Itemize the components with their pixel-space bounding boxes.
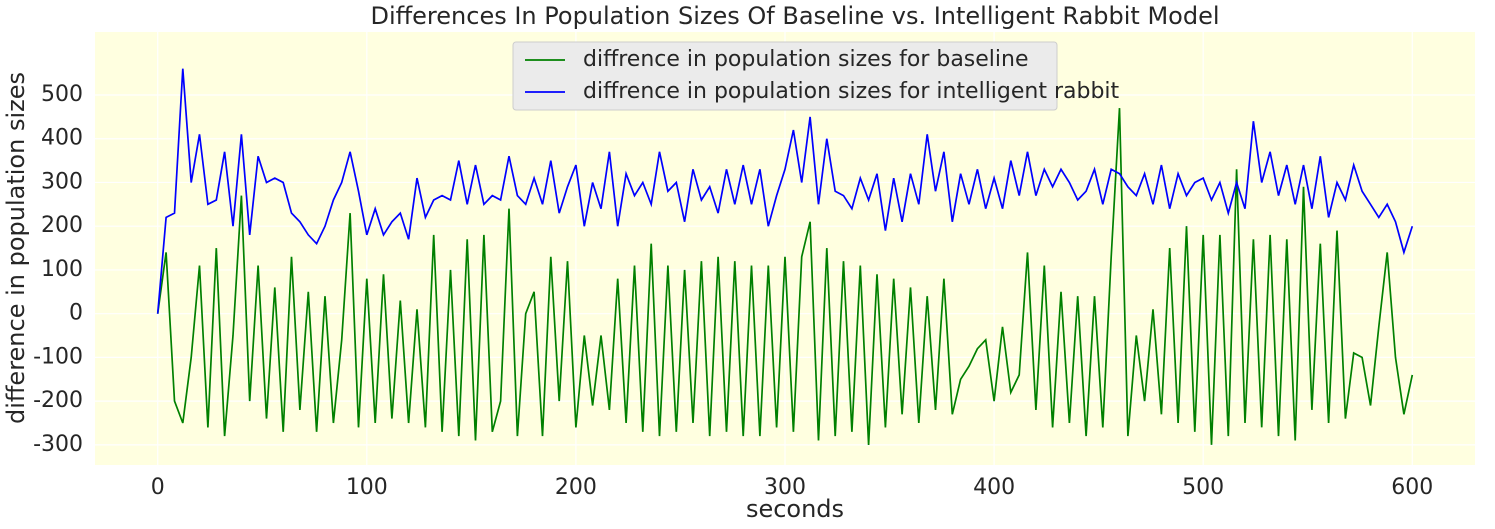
line-series <box>156 68 1414 314</box>
y-tick-label: 400 <box>41 126 83 151</box>
y-tick-label: -200 <box>33 388 83 413</box>
x-tick-label: 600 <box>1391 475 1433 500</box>
x-tick-label: 500 <box>1182 475 1224 500</box>
x-tick-label: 400 <box>973 475 1015 500</box>
y-tick-label: -300 <box>33 432 83 457</box>
legend-label: diffrence in population sizes for baseli… <box>583 47 1029 72</box>
legend-box <box>512 41 1058 111</box>
y-axis-label: difference in population sizes <box>2 72 30 424</box>
x-tick-label: 200 <box>555 475 597 500</box>
line-series <box>156 108 1414 445</box>
y-tick-label: -100 <box>33 344 83 369</box>
x-tick-label: 100 <box>346 475 388 500</box>
y-tick-label: 100 <box>41 257 83 282</box>
y-tick-label: 300 <box>41 169 83 194</box>
x-tick-label: 300 <box>764 475 806 500</box>
x-axis-label: seconds <box>746 495 844 523</box>
x-tick-label: 0 <box>151 475 165 500</box>
y-tick-label: 200 <box>41 213 83 238</box>
y-tick-label: 0 <box>69 301 83 326</box>
legend: diffrence in population sizes for baseli… <box>512 41 1120 111</box>
chart-title: Differences In Population Sizes Of Basel… <box>370 2 1219 30</box>
y-tick-label: 500 <box>41 82 83 107</box>
legend-label: diffrence in population sizes for intell… <box>583 79 1120 104</box>
